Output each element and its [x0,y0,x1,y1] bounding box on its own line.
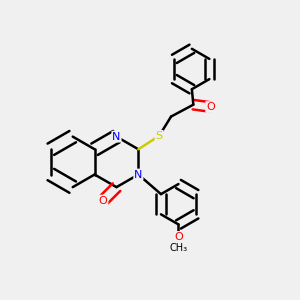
Text: O: O [99,196,107,206]
Text: O: O [174,232,183,242]
Text: O: O [206,102,215,112]
Text: N: N [134,169,142,179]
Text: S: S [156,131,163,141]
Text: CH₃: CH₃ [169,243,188,253]
Text: N: N [112,132,121,142]
